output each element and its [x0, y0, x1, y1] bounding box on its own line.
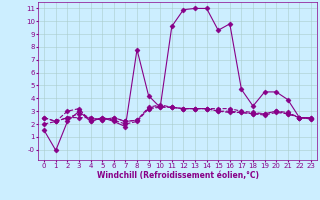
X-axis label: Windchill (Refroidissement éolien,°C): Windchill (Refroidissement éolien,°C) — [97, 171, 259, 180]
